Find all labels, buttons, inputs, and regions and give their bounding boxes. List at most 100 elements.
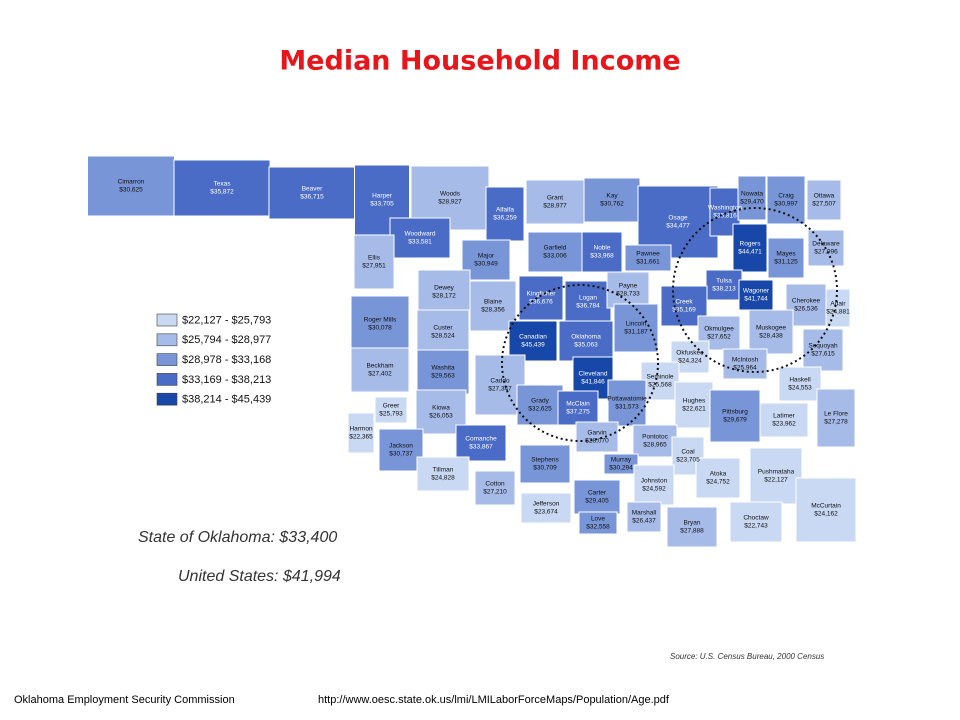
- county: [749, 447, 803, 505]
- county-name: Harmon: [349, 426, 373, 433]
- county-name: Atoka: [710, 471, 727, 478]
- county: [709, 389, 761, 443]
- county-name: Cherokee: [792, 298, 821, 305]
- county-income: $22,365: [349, 434, 373, 441]
- county: [350, 347, 410, 393]
- county-income: $34,477: [666, 223, 690, 230]
- legend-swatch: [156, 392, 178, 406]
- county-income: $23,962: [772, 421, 796, 428]
- county-name: Marshall: [632, 510, 657, 517]
- county-name: Grady: [531, 398, 549, 405]
- county: [87, 155, 175, 217]
- county-income: $23,674: [534, 509, 558, 516]
- county: [671, 436, 705, 476]
- county-name: Creek: [675, 299, 693, 306]
- county-name: Muskogee: [756, 325, 786, 332]
- county: [603, 453, 639, 475]
- county-income: $28,356: [481, 307, 505, 314]
- county-income: $33,705: [370, 201, 394, 208]
- county-income: $28,733: [616, 291, 640, 298]
- county-name: Garfield: [544, 245, 567, 252]
- county-income: $22,743: [744, 523, 768, 530]
- county: [816, 388, 856, 448]
- county-name: Pushmataha: [758, 469, 795, 476]
- county-income: $36,259: [493, 215, 517, 222]
- county-income: $22,127: [764, 477, 788, 484]
- legend-label: $22,127 - $25,793: [182, 314, 271, 326]
- county-income: $27,615: [811, 351, 835, 358]
- county: [573, 479, 621, 515]
- county-layer: Cimarron$30,625 Texas$35,872 Beaver$36,715…: [87, 155, 857, 548]
- county-name: Le Flore: [824, 411, 848, 418]
- county: [695, 457, 741, 499]
- county: [527, 231, 583, 273]
- county-income: $24,828: [431, 475, 455, 482]
- county-name: Craig: [778, 193, 794, 200]
- county: [469, 280, 517, 332]
- county: [738, 279, 774, 311]
- county-income: $31,125: [774, 259, 798, 266]
- county-name: Nowata: [741, 191, 763, 198]
- county: [558, 320, 614, 362]
- county-name: Seminole: [646, 374, 673, 381]
- county-name: Kingfisher: [527, 291, 557, 298]
- county: [416, 456, 470, 492]
- county-income: $24,324: [678, 358, 702, 365]
- county: [519, 444, 571, 484]
- county-income: $33,867: [469, 444, 493, 451]
- county-income: $30,294: [609, 465, 633, 472]
- county-name: Tulsa: [716, 278, 732, 285]
- county-income: $27,652: [707, 334, 731, 341]
- county-name: Latimer: [773, 413, 796, 420]
- county-income: $29,405: [585, 498, 609, 505]
- county: [666, 506, 718, 548]
- county-name: Pontotoc: [642, 434, 668, 441]
- county-name: Washington: [708, 205, 742, 212]
- county: [508, 320, 558, 362]
- county-name: Johnston: [641, 478, 668, 485]
- county: [455, 424, 507, 462]
- county-income: $35,816: [713, 213, 737, 220]
- county-name: Carter: [588, 490, 607, 497]
- highlight-circle: [501, 284, 659, 442]
- county-income: $27,278: [824, 419, 848, 426]
- county-income: $32,625: [528, 406, 552, 413]
- legend-label: $28,978 - $33,168: [182, 354, 271, 366]
- county-income: $25,568: [648, 382, 672, 389]
- county-income: $24,881: [826, 309, 850, 316]
- county-name: Adair: [830, 301, 846, 308]
- county-income: $41,846: [581, 379, 605, 386]
- county: [485, 186, 525, 242]
- county: [581, 231, 623, 273]
- county-income: $23,705: [676, 457, 700, 464]
- county: [353, 234, 395, 290]
- county-income: $29,470: [740, 199, 764, 206]
- county: [729, 501, 783, 543]
- county: [807, 229, 845, 267]
- county: [722, 348, 768, 380]
- county-name: Sequoyah: [808, 343, 838, 350]
- county-income: $27,402: [368, 371, 392, 378]
- county-income: $28,172: [432, 293, 456, 300]
- county-name: Coal: [681, 449, 695, 456]
- county-income: $27,888: [680, 528, 704, 535]
- county-income: $28,927: [438, 199, 462, 206]
- source: Source: U.S. Census Bureau, 2000 Census: [670, 652, 824, 661]
- county-name: Pottawatomie: [607, 396, 647, 403]
- county-name: Mayes: [776, 251, 796, 258]
- county-name: Rogers: [740, 241, 762, 248]
- county: [583, 177, 641, 223]
- county-name: Bryan: [684, 520, 701, 527]
- legend-label: $38,214 - $45,439: [182, 394, 271, 406]
- county-income: $36,715: [300, 194, 324, 201]
- county-name: Hughes: [683, 398, 706, 405]
- county-income: $26,053: [429, 413, 453, 420]
- county: [607, 379, 647, 427]
- highlight-circle: [672, 207, 838, 373]
- county-income: $25,793: [379, 411, 403, 418]
- county-income: $31,661: [636, 259, 660, 266]
- county: [474, 470, 516, 506]
- county-name: Murray: [611, 457, 632, 464]
- county-name: Stephens: [531, 457, 559, 464]
